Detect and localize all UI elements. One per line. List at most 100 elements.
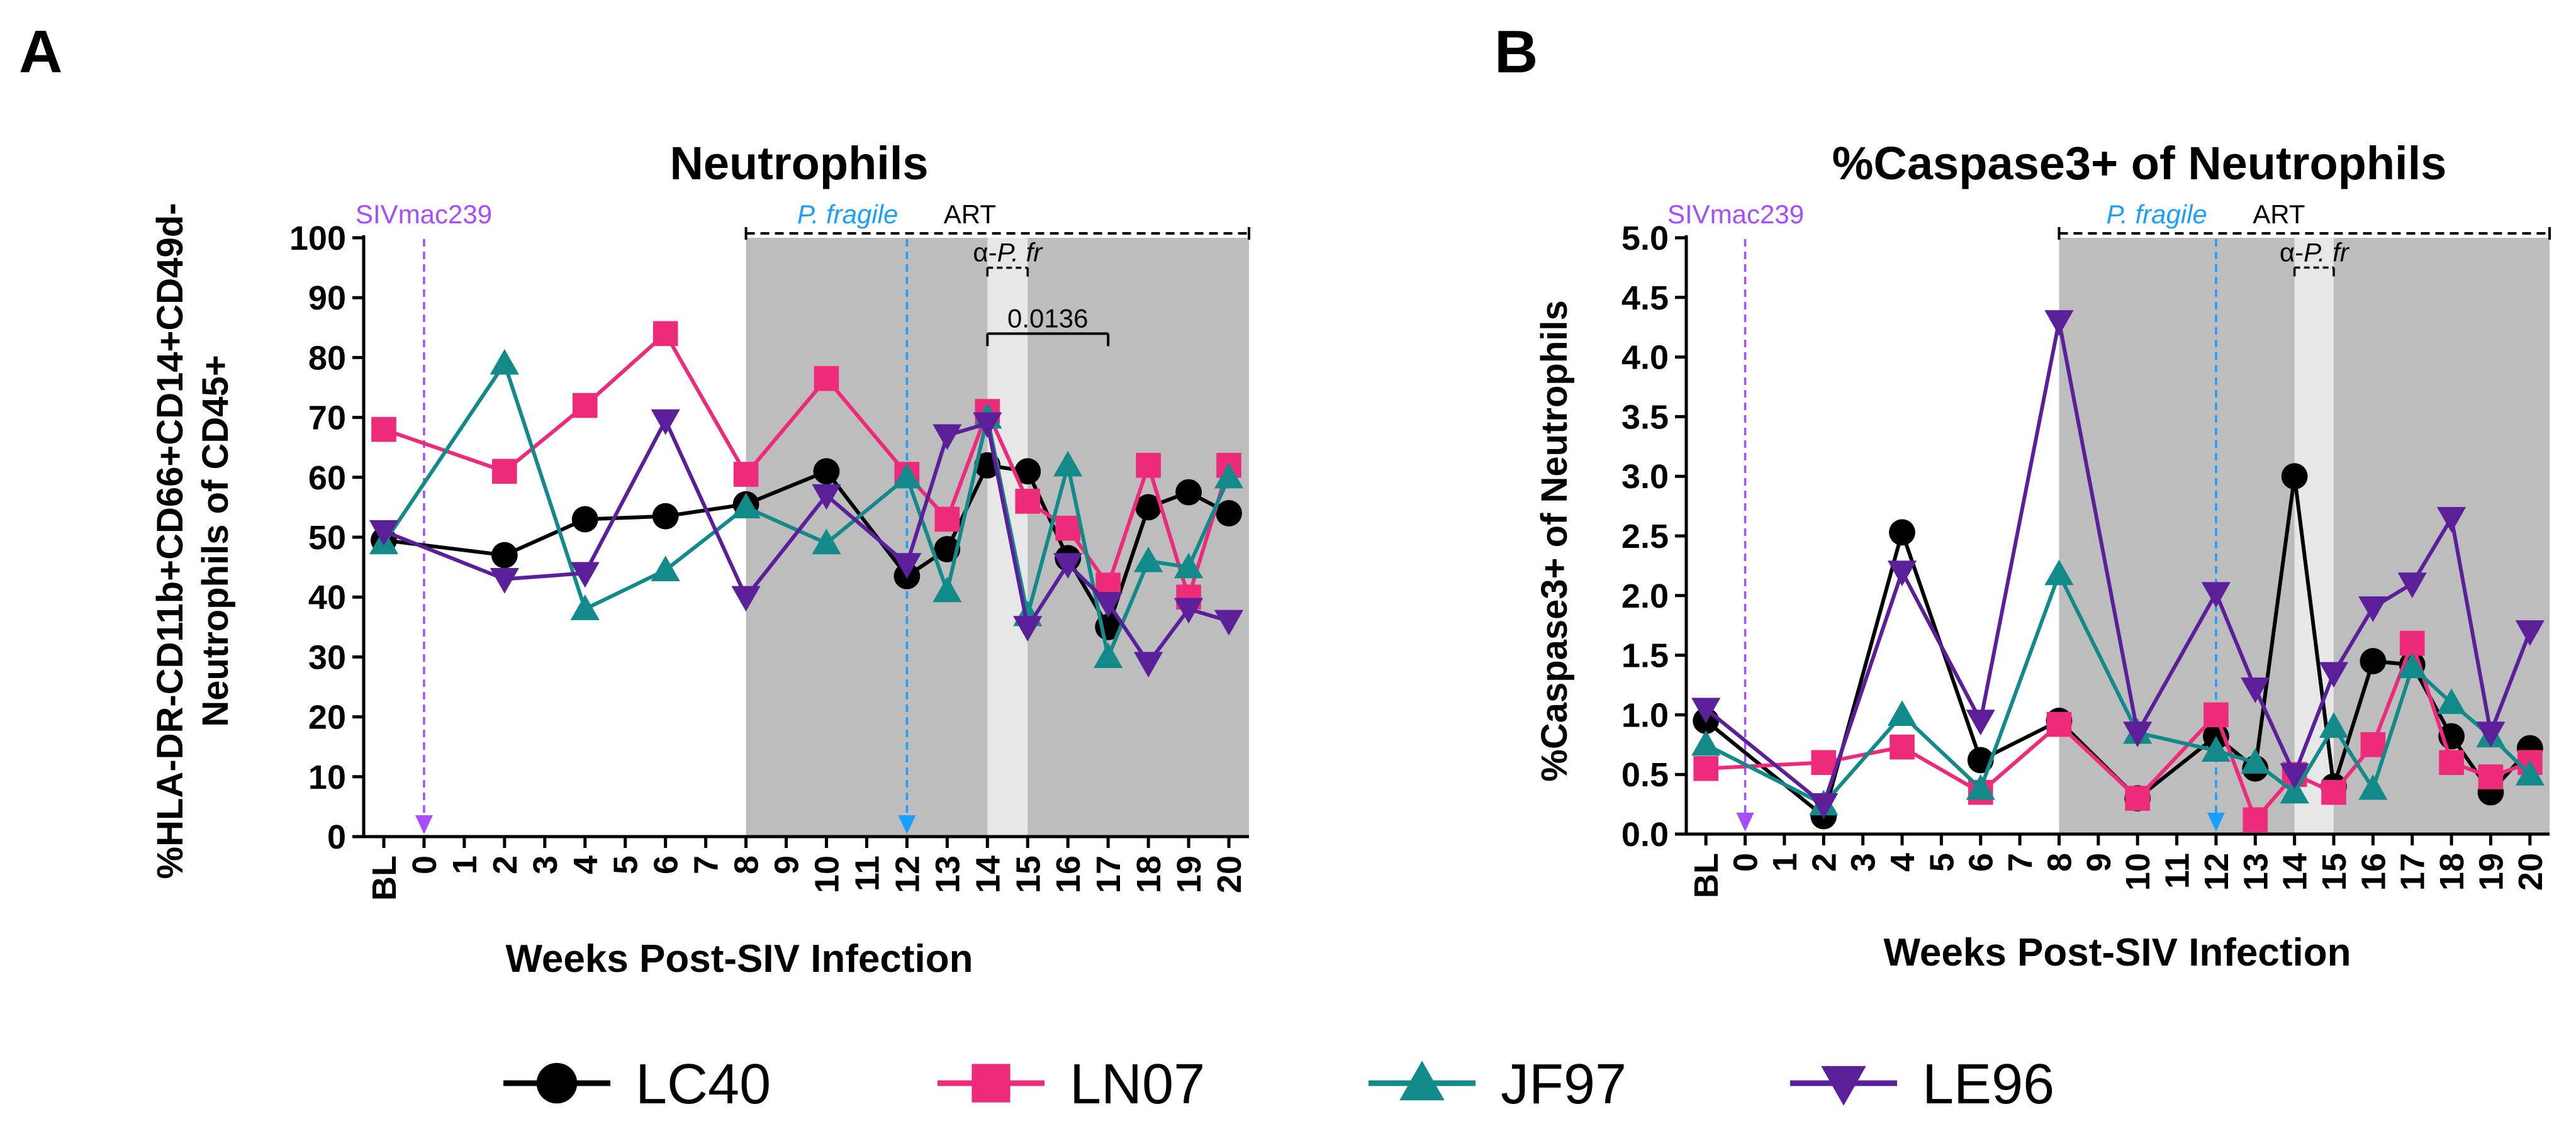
data-point-jf97 (490, 348, 519, 375)
x-tick-label: 7 (688, 855, 725, 874)
panel-a-letter: A (19, 18, 62, 86)
x-tick-label: 16 (2355, 853, 2392, 891)
x-tick-label: 9 (2080, 853, 2118, 872)
y-tick-label: 4.5 (1621, 279, 1669, 317)
x-tick-label: 6 (647, 855, 685, 874)
y-tick-label: 60 (308, 459, 346, 497)
x-tick-label: 17 (1090, 855, 1128, 893)
data-point-ln07 (1693, 755, 1718, 781)
legend-label-jf97: JF97 (1501, 1053, 1627, 1116)
data-point-le96 (1966, 710, 1995, 735)
x-tick-label: 15 (2316, 853, 2353, 891)
data-point-lc40 (1889, 519, 1915, 546)
pvalue-label: 0.0136 (1007, 303, 1088, 333)
legend-marker-lc40 (536, 1062, 578, 1104)
x-tick-label: 0 (406, 855, 444, 874)
data-point-le96 (2358, 596, 2388, 622)
data-point-le96 (2280, 763, 2309, 789)
data-point-le96 (2476, 722, 2506, 747)
x-tick-label: 14 (969, 855, 1007, 893)
data-point-le96 (1094, 592, 1123, 618)
data-point-jf97 (570, 594, 600, 620)
data-point-le96 (1013, 616, 1043, 642)
y-tick-label: 90 (308, 279, 346, 317)
x-tick-label: 8 (2041, 853, 2078, 872)
x-tick-label: 12 (888, 855, 926, 893)
y-tick-label: 0 (327, 818, 346, 856)
data-point-jf97 (2280, 777, 2309, 804)
data-point-le96 (2436, 506, 2467, 533)
panel-a-ylabel-line2: Neutrophils of CD45+ (195, 355, 236, 727)
x-tick-label: 10 (808, 855, 846, 893)
data-point-jf97 (2201, 736, 2231, 762)
x-tick-label: 8 (728, 855, 766, 874)
x-tick-label: 1 (1766, 853, 1804, 872)
legend-marker-jf97 (1399, 1061, 1445, 1101)
data-point-ln07 (934, 506, 960, 532)
x-tick-label: 3 (1845, 853, 1883, 872)
legend-item-le96: LE96 (1790, 1053, 2054, 1116)
x-tick-label: BL (1688, 853, 1725, 898)
panel-b-plot: 0.00.51.01.52.02.53.03.54.04.55.0BL 0 1 2 3 4… (1621, 199, 2551, 898)
data-point-lc40 (2281, 463, 2308, 490)
x-tick-label: 18 (1130, 855, 1168, 893)
data-point-le96 (490, 568, 519, 594)
data-point-le96 (2123, 722, 2153, 747)
data-point-ln07 (572, 393, 598, 418)
data-point-ln07 (2399, 630, 2425, 656)
data-point-jf97 (2044, 559, 2074, 586)
x-tick-label: 6 (1963, 853, 2000, 872)
panel-a: A Neutrophils %HLA-DR-CD11b+CD66+CD14+CD… (19, 18, 1250, 981)
data-point-jf97 (2319, 712, 2349, 738)
x-tick-label: 13 (929, 855, 966, 893)
data-point-le96 (1134, 652, 1163, 678)
apfr-label-prefix: α- (2280, 237, 2304, 267)
data-point-le96 (2044, 310, 2074, 336)
y-tick-label: 5.0 (1621, 220, 1669, 257)
data-point-le96 (1809, 793, 1839, 819)
x-tick-label: 15 (1009, 855, 1047, 893)
apfr-label-italic: P. fr (997, 238, 1044, 267)
data-point-le96 (2241, 677, 2270, 703)
data-point-jf97 (651, 555, 680, 581)
siv-label: SIVmac239 (356, 199, 492, 229)
y-tick-label: 50 (308, 519, 346, 557)
data-point-ln07 (2125, 786, 2150, 811)
data-point-le96 (812, 484, 841, 510)
legend-item-jf97: JF97 (1369, 1053, 1627, 1116)
data-point-ln07 (371, 416, 396, 442)
data-point-jf97 (1214, 462, 1244, 489)
x-tick-label: 19 (2472, 853, 2510, 891)
data-point-lc40 (2360, 648, 2387, 674)
legend-item-lc40: LC40 (503, 1053, 771, 1116)
y-tick-label: 0.5 (1621, 756, 1669, 794)
art-label: ART (944, 199, 996, 229)
data-point-ln07 (1811, 750, 1837, 776)
x-tick-label: 20 (1211, 855, 1248, 893)
x-tick-label: 5 (607, 855, 645, 874)
data-point-ln07 (492, 459, 517, 484)
data-point-ln07 (2478, 764, 2504, 789)
data-point-jf97 (1887, 700, 1917, 726)
data-point-ln07 (1136, 452, 1161, 478)
data-point-le96 (1053, 553, 1083, 579)
data-point-lc40 (1014, 458, 1041, 485)
data-point-lc40 (652, 503, 679, 530)
panel-b: B %Caspase3+ of Neutrophils %Caspase3+ o… (1494, 18, 2551, 974)
x-tick-label: 4 (1884, 853, 1922, 872)
panel-a-xlabel: Weeks Post-SIV Infection (505, 937, 973, 981)
data-point-ln07 (2360, 732, 2386, 757)
data-point-lc40 (1175, 479, 1202, 506)
y-tick-label: 40 (308, 579, 346, 616)
data-point-le96 (892, 553, 922, 579)
legend-label-lc40: LC40 (636, 1053, 771, 1116)
y-tick-label: 1.0 (1621, 696, 1669, 734)
series-le96 (369, 409, 1244, 678)
y-tick-label: 70 (308, 399, 346, 437)
data-point-le96 (1887, 560, 1917, 586)
y-tick-label: 4.0 (1621, 339, 1669, 377)
series-jf97 (1691, 559, 2545, 816)
legend-label-ln07: LN07 (1070, 1053, 1205, 1116)
legend-marker-le96 (1821, 1066, 1866, 1106)
